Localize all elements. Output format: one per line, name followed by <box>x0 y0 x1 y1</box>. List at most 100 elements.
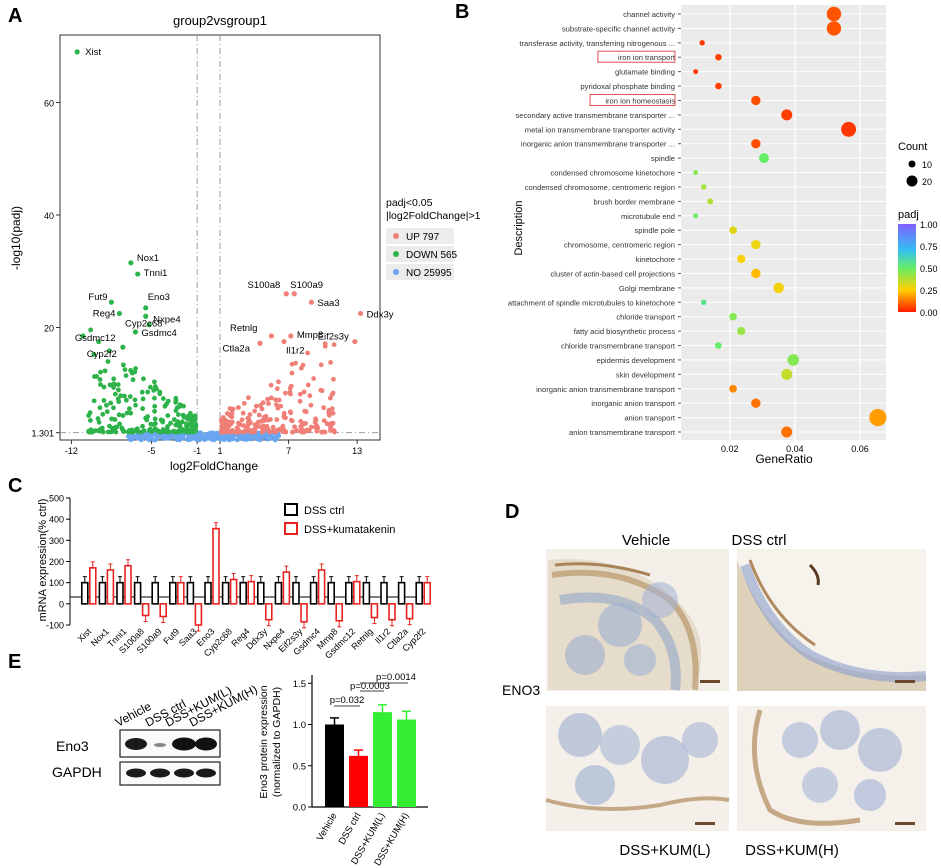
volcano-labeled-point <box>257 340 263 346</box>
volcano-ytick-label: 20 <box>44 324 54 334</box>
panel-c-letter: C <box>8 475 22 497</box>
go-xtick-label: 0.06 <box>851 444 869 454</box>
go-dot <box>751 398 761 408</box>
go-xtick-label: 0.04 <box>786 444 804 454</box>
eno3-ytick-label: 0.5 <box>293 761 306 772</box>
go-dot <box>869 408 887 427</box>
mrna-bar <box>159 603 167 618</box>
volcano-point-down <box>125 429 131 435</box>
volcano-point-down <box>145 414 150 419</box>
volcano-point-down <box>120 413 126 418</box>
volcano-point-up <box>241 401 247 406</box>
volcano-point-down <box>96 339 102 345</box>
go-dot <box>841 121 857 137</box>
volcano-point-down <box>190 425 196 431</box>
go-term-label: chloride transport <box>616 313 676 322</box>
go-dot <box>751 268 761 279</box>
volcano-labeled-point <box>352 338 358 345</box>
volcano-xtick-label: 1 <box>217 446 222 456</box>
volcano-point-down <box>140 396 146 402</box>
volcano-point-down <box>111 405 116 411</box>
volcano-point-up <box>278 427 284 433</box>
volcano-point-up <box>269 395 274 401</box>
volcano-point-down <box>115 396 121 402</box>
volcano-point-down <box>175 419 181 425</box>
mrna-bar <box>388 603 396 621</box>
volcano-point-down <box>164 429 170 435</box>
ihc-image-dssctrl <box>737 549 927 691</box>
mrna-ytick-label: 200 <box>49 557 64 567</box>
volcano-legend-title-1: padj<0.05 <box>386 197 433 209</box>
volcano-labeled-point <box>135 271 141 277</box>
mrna-bar <box>247 580 255 605</box>
volcano-point-up <box>251 429 257 435</box>
volcano-legend-no: NO 25995 <box>406 268 452 279</box>
volcano-gene-label: Cyp2c68 <box>125 318 163 329</box>
volcano-point-up <box>260 400 266 406</box>
volcano-point-down <box>113 429 119 435</box>
volcano-point-no <box>174 435 180 441</box>
volcano-point-no <box>146 435 152 441</box>
go-term-label: chloride transmembrane transport <box>561 342 676 351</box>
go-term-highlight <box>589 93 676 106</box>
ihc-image-vehicle <box>546 549 729 691</box>
volcano-legend-up: UP 797 <box>406 232 440 243</box>
go-dot <box>751 139 761 149</box>
volcano-point-down <box>152 379 157 385</box>
volcano-point-down <box>97 405 103 411</box>
volcano-point-up <box>236 429 242 435</box>
volcano-point-up <box>276 397 282 403</box>
wb-gapdh-band-vehicle <box>126 768 146 778</box>
volcano-legend-title-2: |log2FoldChange|>1 <box>386 210 481 222</box>
volcano-gene-label: Mmp8 <box>297 330 323 341</box>
wb-band-eno3: Eno3 <box>56 738 89 754</box>
eno3-ylabel-2: (normalized to GAPDH) <box>271 687 283 797</box>
volcano-ytick-label: 1.301 <box>31 429 54 439</box>
mrna-bar <box>151 581 159 605</box>
volcano-point-no <box>161 436 167 442</box>
go-dot <box>707 198 714 205</box>
volcano-point-down <box>111 381 117 387</box>
mrna-bar <box>256 581 265 605</box>
volcano-labeled-point <box>288 333 294 339</box>
volcano-point-up <box>289 361 295 367</box>
go-dot <box>715 342 722 349</box>
volcano-legend-bg-down <box>386 246 454 262</box>
volcano-point-up <box>301 421 307 427</box>
mrna-bar <box>362 581 371 605</box>
volcano-point-no <box>186 435 191 441</box>
volcano-point-down <box>108 400 114 406</box>
volcano-point-up <box>259 406 265 412</box>
volcano-point-up <box>281 414 287 419</box>
volcano-point-no <box>130 433 136 439</box>
volcano-point-no <box>234 437 240 443</box>
volcano-point-down <box>121 429 127 434</box>
volcano-point-up <box>272 429 278 435</box>
go-gridlines: 0.02 0.04 0.06 <box>721 5 869 454</box>
volcano-labeled-point <box>308 299 315 305</box>
volcano-xtick-label: -1 <box>193 446 201 456</box>
volcano-point-up <box>303 409 309 415</box>
volcano-point-up <box>321 429 327 435</box>
go-dot <box>693 69 699 75</box>
volcano-point-down <box>150 422 156 427</box>
volcano-point-down <box>132 369 138 375</box>
volcano-point-down <box>115 382 121 387</box>
go-term-label: substrate-specific channel activity <box>562 24 675 33</box>
volcano-point-down <box>105 429 111 435</box>
volcano-xtick-label: 13 <box>352 446 362 456</box>
volcano-point-up <box>256 412 262 418</box>
volcano-point-down <box>109 416 115 422</box>
go-terms: channel activity substrate-specific chann… <box>508 6 887 438</box>
mrna-bar <box>300 603 308 623</box>
volcano-point-up <box>294 428 300 433</box>
volcano-gene-label: Nxpe4 <box>153 315 180 326</box>
mrna-bar <box>124 564 132 605</box>
volcano-point-up <box>301 389 307 395</box>
volcano-point-down <box>98 382 103 387</box>
go-dot <box>729 384 737 393</box>
mrna-ytick-label: 400 <box>49 515 64 525</box>
volcano-point-up <box>220 428 225 434</box>
go-dot <box>751 95 761 106</box>
volcano-labeled-point <box>268 333 275 339</box>
